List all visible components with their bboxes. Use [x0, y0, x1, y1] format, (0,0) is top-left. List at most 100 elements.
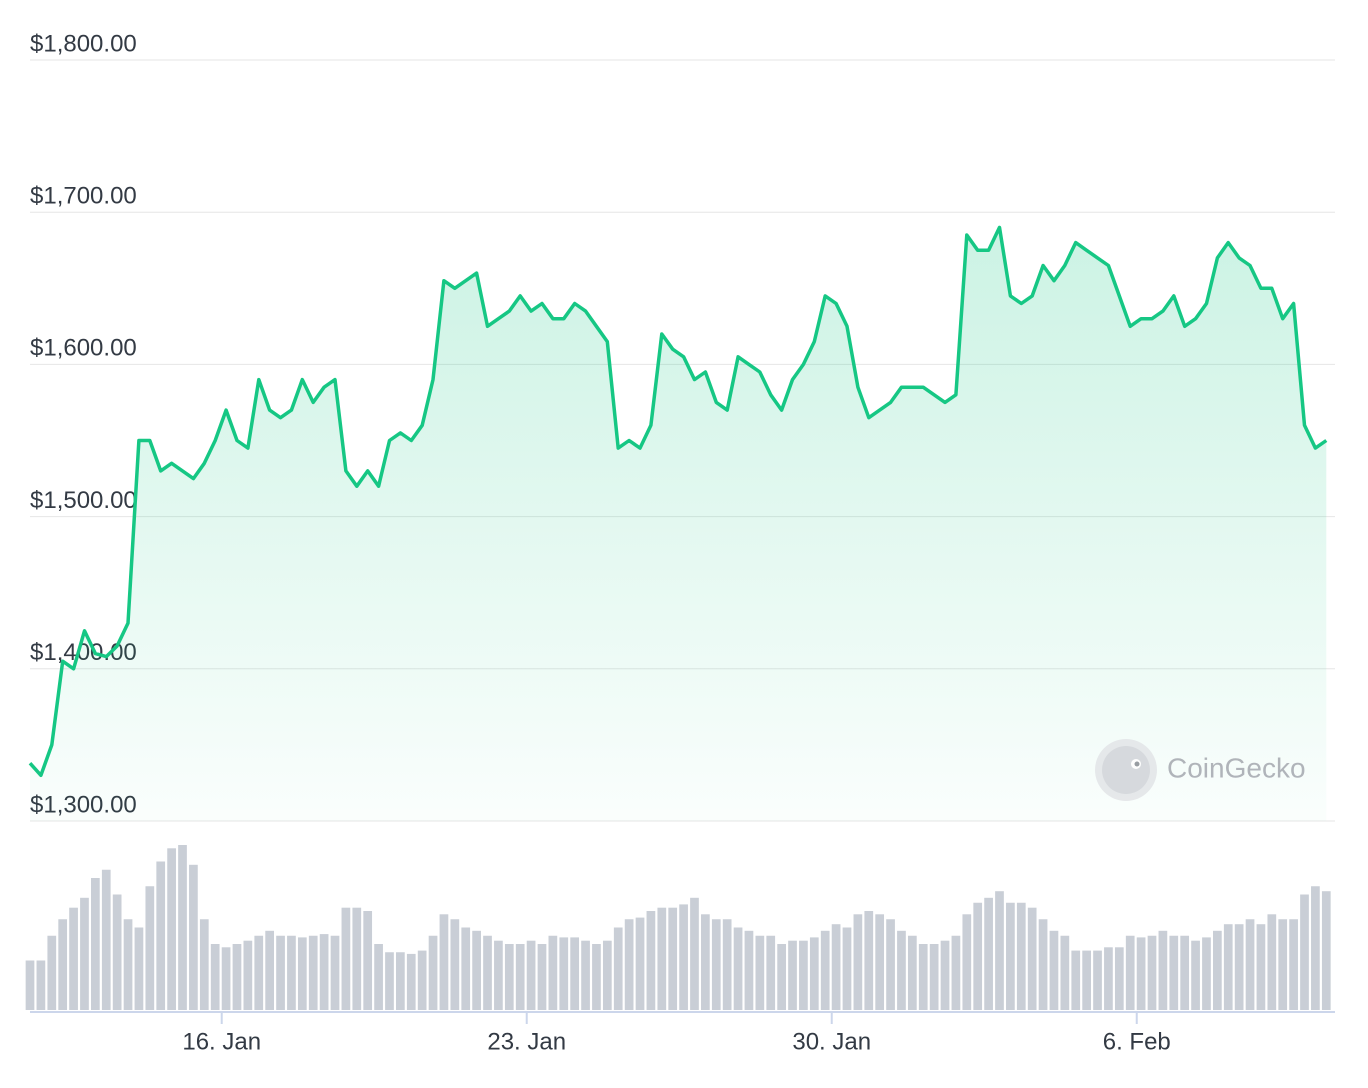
volume-bar — [167, 848, 176, 1010]
volume-bar — [1147, 935, 1157, 1010]
volume-bar — [1212, 930, 1222, 1010]
volume-bar — [1278, 919, 1288, 1010]
price-area — [30, 227, 1327, 821]
volume-bar — [1060, 935, 1070, 1010]
volume-bar — [613, 927, 623, 1010]
volume-bar — [199, 919, 209, 1010]
volume-bar — [831, 924, 841, 1010]
x-tick-label: 23. Jan — [487, 1028, 566, 1055]
volume-bar — [799, 940, 808, 1010]
volume-bar — [112, 894, 122, 1010]
volume-bar — [1071, 950, 1081, 1010]
volume-bar — [1191, 940, 1200, 1010]
volume-bar — [58, 919, 68, 1010]
volume-bar — [820, 930, 830, 1010]
volume-bar — [330, 935, 340, 1010]
volume-bar — [1202, 937, 1211, 1010]
volume-bar — [537, 944, 547, 1010]
volume-bar — [1256, 924, 1266, 1010]
volume-bar — [744, 930, 754, 1010]
volume-bar — [439, 914, 449, 1010]
volume-bar — [853, 914, 863, 1010]
volume-bar — [918, 944, 928, 1010]
volume-bar — [984, 897, 993, 1010]
volume-bar — [134, 927, 144, 1010]
volume-bar — [875, 914, 885, 1010]
volume-bar — [189, 864, 198, 1010]
volume-bar — [472, 930, 481, 1010]
volume-bar — [1234, 924, 1244, 1010]
volume-bar — [319, 934, 329, 1010]
volume-bar — [559, 937, 569, 1010]
volume-bar — [494, 940, 503, 1010]
volume-bar — [1093, 950, 1102, 1010]
volume-bar — [36, 960, 46, 1010]
volume-bar — [1300, 894, 1309, 1010]
volume-bar — [526, 940, 536, 1010]
volume-bar — [374, 944, 383, 1010]
volume-bar — [515, 944, 525, 1010]
volume-bar — [101, 869, 111, 1010]
volume-bar — [297, 937, 307, 1010]
volume-bar — [352, 907, 362, 1010]
volume-bar — [995, 891, 1004, 1010]
volume-bar — [1169, 935, 1179, 1010]
volume-bar — [624, 919, 634, 1010]
volume-bar — [951, 935, 961, 1010]
volume-bar — [265, 930, 275, 1010]
volume-bar — [1016, 902, 1026, 1010]
volume-bar — [635, 917, 645, 1010]
volume-bar — [276, 935, 285, 1010]
volume-bar — [722, 919, 732, 1010]
volume-bar — [711, 919, 721, 1010]
volume-bar — [1104, 947, 1113, 1010]
volume-bar — [809, 937, 819, 1010]
volume-bar — [483, 935, 492, 1010]
volume-bar — [973, 902, 983, 1010]
x-tick-label: 30. Jan — [792, 1028, 871, 1055]
volume-bar — [232, 944, 242, 1010]
volume-bar — [145, 886, 155, 1010]
volume-bar — [178, 845, 187, 1010]
volume-bar — [417, 950, 427, 1010]
volume-bar — [864, 911, 874, 1010]
volume-bar — [581, 940, 590, 1010]
volume-bar — [1158, 930, 1168, 1010]
volume-bar — [907, 935, 917, 1010]
volume-bar — [701, 914, 710, 1010]
volume-bar — [254, 935, 264, 1010]
volume-bar — [755, 935, 765, 1010]
volume-bar — [1049, 930, 1059, 1010]
volume-bar — [428, 935, 438, 1010]
volume-bar — [690, 897, 699, 1010]
volume-bar — [842, 927, 852, 1010]
volume-bar — [962, 914, 972, 1010]
volume-bar — [1114, 947, 1124, 1010]
volume-bar — [940, 940, 950, 1010]
volume-bar — [602, 940, 612, 1010]
volume-bar — [461, 927, 471, 1010]
volume-bar — [646, 911, 656, 1010]
volume-bar — [592, 944, 601, 1010]
volume-bar — [1027, 907, 1037, 1010]
volume-bar — [385, 952, 394, 1010]
volume-bar — [69, 907, 78, 1010]
volume-bar — [1223, 924, 1233, 1010]
volume-bar — [47, 935, 57, 1010]
volume-bar — [1311, 886, 1320, 1010]
volume-bar — [363, 911, 373, 1010]
volume-bar — [657, 907, 667, 1010]
x-tick-label: 16. Jan — [182, 1028, 261, 1055]
volume-bar — [886, 919, 895, 1010]
volume-bar — [679, 904, 688, 1010]
volume-bar — [1289, 919, 1298, 1010]
volume-bar — [396, 952, 405, 1010]
y-tick-label: $1,800.00 — [30, 30, 137, 57]
volume-bar — [788, 940, 797, 1010]
volume-bar — [80, 897, 89, 1010]
volume-bar — [450, 919, 460, 1010]
volume-bar — [1082, 950, 1091, 1010]
volume-bar — [308, 935, 318, 1010]
